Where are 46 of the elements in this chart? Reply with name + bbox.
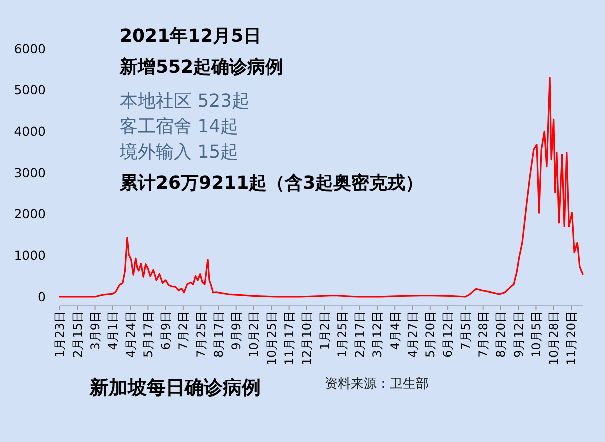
x-tick-label: 5月20日 — [424, 311, 438, 358]
x-tick-label: 1月2日 — [318, 311, 332, 350]
x-tick-label: 9月12日 — [512, 311, 526, 358]
x-tick-label: 7月28日 — [476, 311, 491, 358]
x-tick-label: 11月17日 — [282, 311, 296, 366]
text: 2021年12月5日 — [120, 26, 262, 47]
x-tick-label: 5月17日 — [141, 311, 156, 358]
y-tick-label: 5000 — [14, 82, 46, 98]
x-tick-label: 8月20日 — [494, 311, 508, 358]
x-tick-label: 7月2日 — [176, 311, 191, 350]
text: 资料来源：卫生部 — [325, 377, 429, 392]
x-tick-label: 6月9日 — [159, 311, 174, 350]
x-tick-label: 8月17日 — [212, 311, 226, 358]
x-tick-label: 3月9日 — [88, 311, 102, 350]
annotation: 客工宿舍 14起 — [120, 116, 239, 138]
x-tick-label: 2月15日 — [70, 311, 85, 358]
x-tick-label: 7月25日 — [194, 311, 208, 358]
annotation: 累计26万9211起（含3起奥密克戎） — [119, 173, 424, 194]
x-tick-label: 12月10日 — [300, 311, 314, 366]
x-tick-label: 9月9日 — [230, 311, 244, 350]
y-tick-label: 1000 — [14, 248, 46, 264]
x-tick-label: 10月5日 — [529, 311, 544, 358]
x-tick-label: 3月12日 — [370, 311, 385, 358]
y-tick-label: 3000 — [14, 165, 46, 180]
x-tick-label: 1月25日 — [335, 311, 350, 358]
x-tick-label: 4月24日 — [124, 311, 138, 358]
x-tick-label: 7月5日 — [458, 311, 473, 350]
x-tick-label: 10月28日 — [547, 311, 562, 366]
y-tick-label: 2000 — [14, 206, 46, 222]
x-tick-label: 11月20日 — [564, 311, 579, 366]
line-series — [59, 77, 584, 298]
text: 新加坡每日确诊病例 — [89, 377, 261, 399]
x-tick-label: 4月4日 — [388, 311, 402, 350]
annotation: 境外输入 15起 — [119, 142, 239, 163]
x-tick-label: 10月25日 — [264, 311, 279, 366]
x-tick-label: 1月23日 — [53, 311, 68, 358]
x-tick-label: 10月2日 — [247, 311, 262, 358]
y-tick-label: 0 — [38, 289, 46, 304]
y-tick-label: 4000 — [14, 124, 46, 140]
x-tick-label: 6月12日 — [441, 311, 456, 358]
annotation: 本地社区 523起 — [120, 91, 250, 112]
annotation: 新增552起确诊病例 — [119, 57, 284, 78]
x-tick-label: 4月1日 — [106, 311, 120, 350]
x-tick-label: 2月17日 — [353, 311, 368, 358]
x-tick-label: 4月27日 — [406, 311, 420, 358]
y-tick-label: 6000 — [14, 41, 46, 56]
